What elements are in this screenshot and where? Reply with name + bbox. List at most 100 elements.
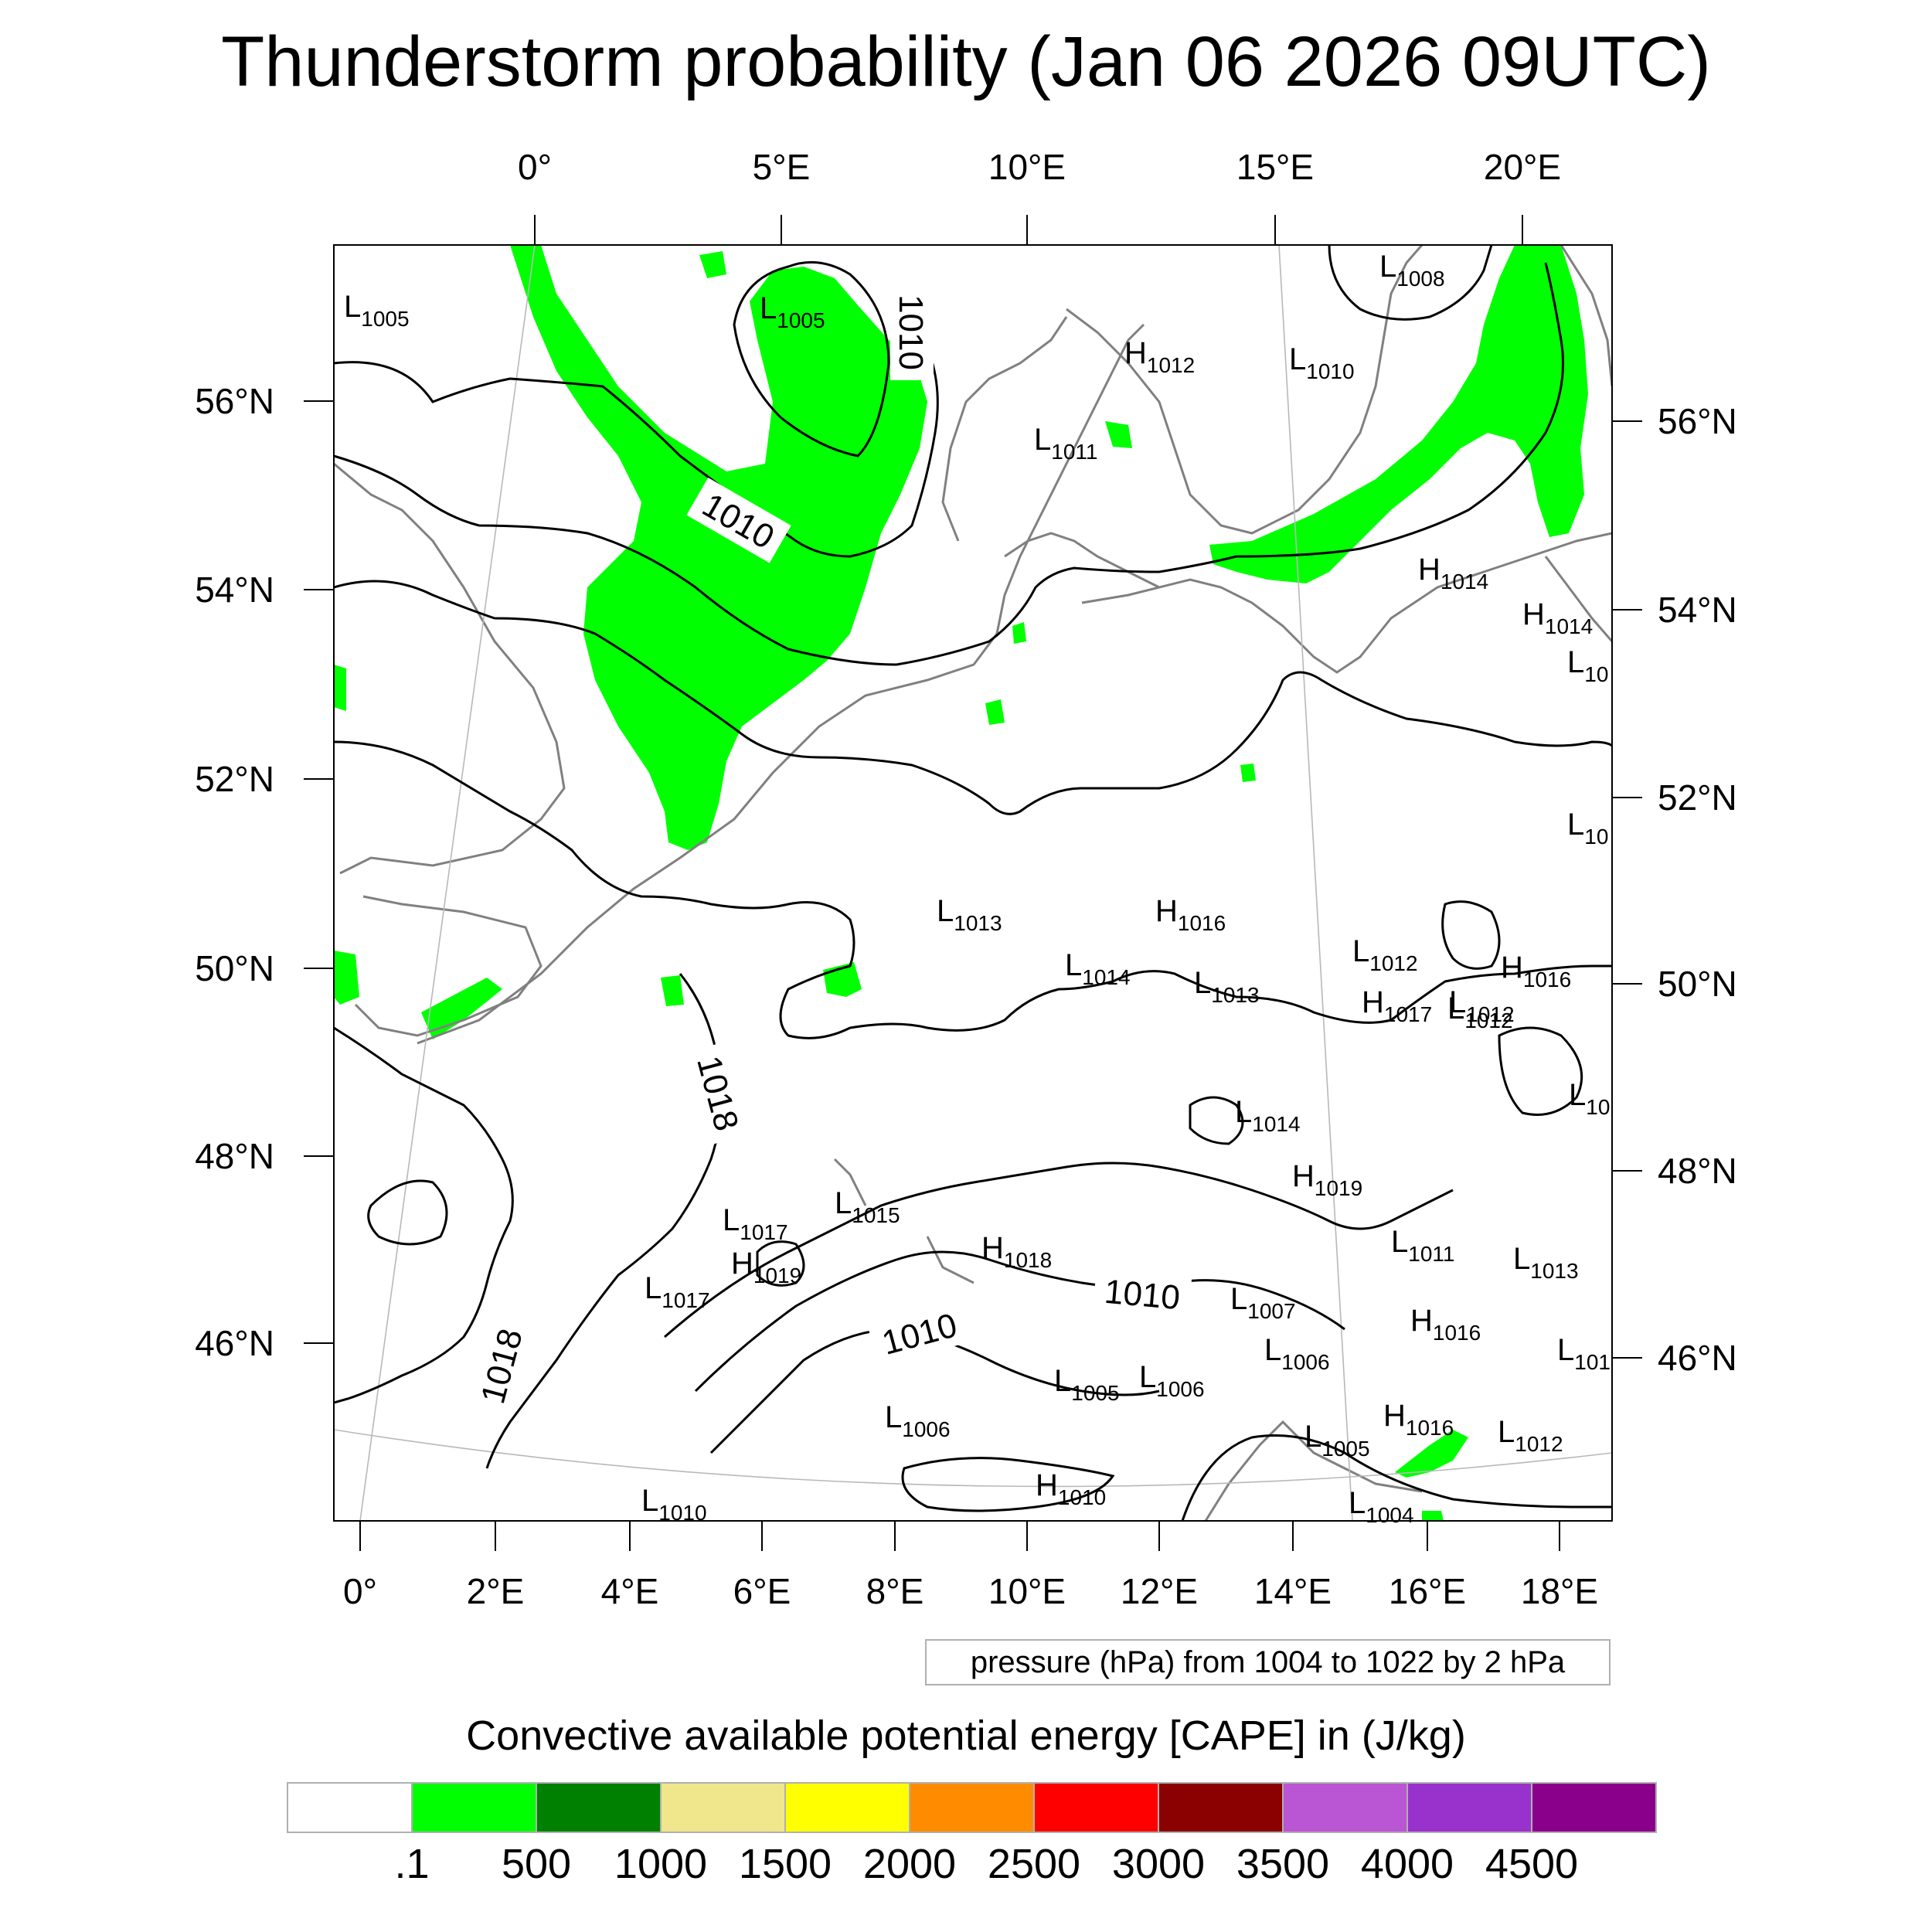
pressure-center-label: L1017 xyxy=(645,1271,710,1312)
left-lat-label: 54°N xyxy=(195,570,274,610)
bottom-lon-label: 16°E xyxy=(1389,1571,1466,1611)
ticks xyxy=(304,215,1642,1551)
pressure-center-label: H1016 xyxy=(1410,1304,1481,1345)
cape-patch-g xyxy=(661,975,684,1006)
cape-patch-j xyxy=(1240,764,1256,782)
isobar-1018-b xyxy=(485,973,723,1469)
pressure-center-label: H1010 xyxy=(1036,1468,1106,1509)
graticule xyxy=(334,245,1612,1521)
pressure-center-label: L1010 xyxy=(641,1484,707,1525)
legend-tick-label: 3500 xyxy=(1236,1841,1329,1887)
top-lon-label: 15°E xyxy=(1236,147,1314,187)
pressure-center-label: L1010 xyxy=(1289,342,1355,383)
isobars xyxy=(334,245,1612,1521)
bottom-lon-label: 4°E xyxy=(601,1571,659,1611)
isobar-east-loop xyxy=(1441,900,1501,970)
top-lon-label: 0° xyxy=(518,147,552,187)
pressure-center-label: L1011 xyxy=(1391,1225,1454,1266)
pressure-center-label: H1014 xyxy=(1418,553,1488,594)
meridian-0 xyxy=(359,245,536,1521)
isobar-alps-1 xyxy=(664,1162,1454,1338)
cape-patch-h xyxy=(985,699,1005,725)
legend-tick-label: 4500 xyxy=(1485,1841,1578,1887)
pressure-center-label: L1013 xyxy=(1194,966,1260,1007)
legend-color-box xyxy=(784,1782,910,1833)
pressure-center-label: L1006 xyxy=(1264,1333,1330,1374)
map-title: Thunderstorm probability (Jan 06 2026 09… xyxy=(221,22,1711,101)
pressure-center-label: H1014 xyxy=(1522,597,1593,638)
pressure-center-label: L1012 xyxy=(1498,1415,1563,1456)
cape-legend-bar: .1 500 1000 1500 2000 2500 3000 3500 4000 4500 xyxy=(287,1782,1657,1887)
pressure-center-label: L10 xyxy=(1567,808,1608,849)
left-lat-label: 56°N xyxy=(195,381,274,421)
pressure-center-label: L1005 xyxy=(760,291,825,332)
top-lon-label: 5°E xyxy=(753,147,811,187)
left-lat-label: 50°N xyxy=(195,948,274,988)
pressure-center-label: L1011 xyxy=(1034,423,1097,464)
pressure-center-label: H1016 xyxy=(1501,951,1571,992)
pressure-center-label: L1012 xyxy=(1447,992,1513,1032)
legend-tick-label: 500 xyxy=(502,1841,571,1887)
legend-color-box xyxy=(536,1782,662,1833)
bottom-lon-label: 0° xyxy=(343,1571,377,1611)
isobar-label: 1018 xyxy=(685,1041,753,1145)
cape-legend-title: Convective available potential energy [C… xyxy=(466,1713,1466,1759)
bottom-lon-label: 12°E xyxy=(1121,1571,1198,1611)
coastlines xyxy=(334,245,1612,1521)
coastline-baltic-south xyxy=(1081,532,1612,674)
top-lon-label: 10°E xyxy=(988,147,1066,187)
coastline-alps xyxy=(833,1158,975,1284)
right-lat-label: 48°N xyxy=(1658,1151,1737,1191)
pressure-center-label: L1005 xyxy=(344,290,410,331)
right-lat-label: 56°N xyxy=(1658,401,1737,441)
cape-patch-e xyxy=(334,951,359,1005)
coastline-baltic-east xyxy=(1544,245,1612,642)
right-lat-label: 52°N xyxy=(1658,777,1737,818)
legend-color-box xyxy=(1158,1782,1284,1833)
isobar-label: 1010 xyxy=(1092,1267,1192,1320)
coastline-continent xyxy=(417,323,1145,1045)
isobar-1005-north xyxy=(733,260,890,457)
pressure-center-label: L1013 xyxy=(937,894,1002,935)
isobar-north-2 xyxy=(334,262,1564,666)
isobar-central xyxy=(334,740,1612,1039)
legend-color-box xyxy=(287,1782,413,1833)
pressure-center-label: L1008 xyxy=(1379,250,1445,291)
legend-tick-label: 4000 xyxy=(1361,1841,1454,1887)
pressure-center-label: L1005 xyxy=(1054,1364,1120,1405)
pressure-center-label: L1007 xyxy=(1230,1282,1296,1323)
pressure-center-label: L1015 xyxy=(835,1186,900,1227)
pressure-center-label: L1012 xyxy=(1352,934,1418,975)
legend-tick-label: .1 xyxy=(394,1841,429,1887)
isobar-south-1 xyxy=(901,1457,1115,1512)
cape-patch-k xyxy=(1395,1430,1468,1478)
legend-color-box xyxy=(1282,1782,1408,1833)
legend-tick-label: 1500 xyxy=(739,1841,832,1887)
pressure-center-label: L1014 xyxy=(1235,1095,1301,1136)
isobar-wiggle-1 xyxy=(756,1240,805,1287)
right-lat-label: 46°N xyxy=(1658,1338,1737,1378)
pressure-center-label: L1004 xyxy=(1349,1486,1414,1527)
legend-color-box xyxy=(1531,1782,1657,1833)
pressure-center-label: L101 xyxy=(1557,1333,1611,1374)
legend-tick-label: 2500 xyxy=(988,1841,1080,1887)
bottom-lon-label: 6°E xyxy=(733,1571,791,1611)
legend-color-box xyxy=(1033,1782,1159,1833)
pressure-center-label: H1019 xyxy=(1292,1159,1362,1200)
left-lat-label: 46°N xyxy=(195,1323,274,1363)
pressure-center-label: L1005 xyxy=(1304,1420,1370,1461)
isobar-wiggle-2 xyxy=(1189,1096,1244,1145)
axis-labels: 0° 5°E 10°E 15°E 20°E 0° 2°E 4°E 6°E 8°E… xyxy=(195,147,1737,1611)
map-frame xyxy=(333,244,1613,1522)
pressure-center-label: L1017 xyxy=(723,1203,788,1244)
right-lat-label: 54°N xyxy=(1658,590,1737,630)
left-lat-label: 48°N xyxy=(195,1136,274,1176)
cape-patch-b xyxy=(1105,421,1132,448)
cape-patch-l xyxy=(1422,1511,1444,1521)
isobar-label: 1010 xyxy=(867,1299,971,1367)
bottom-lon-label: 2°E xyxy=(467,1571,525,1611)
isobar-west-loop xyxy=(367,1179,448,1246)
legend-color-box xyxy=(1406,1782,1532,1833)
pressure-center-label: H1012 xyxy=(1124,336,1195,377)
